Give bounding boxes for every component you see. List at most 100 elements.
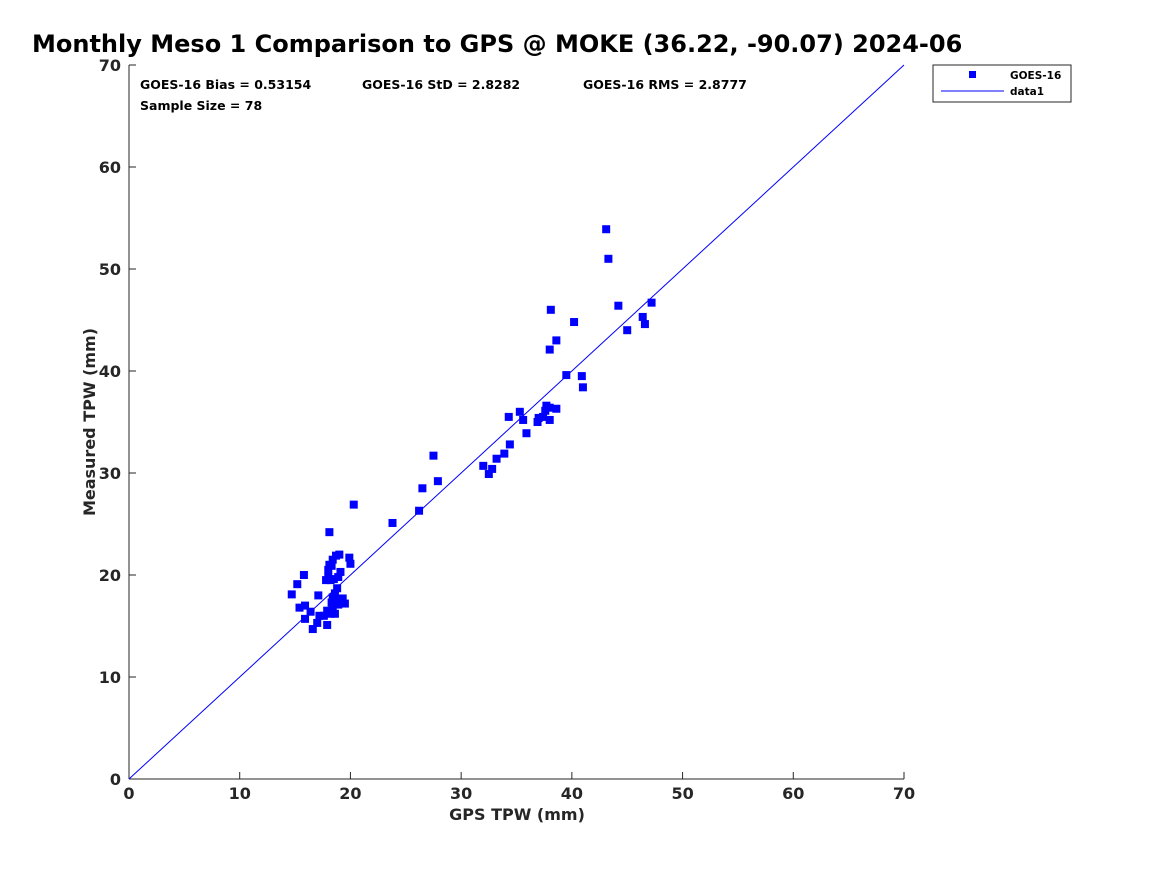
data-point	[327, 598, 336, 607]
data-point	[505, 440, 514, 449]
data-point	[479, 461, 488, 470]
data-point	[488, 464, 497, 473]
data-point	[614, 301, 623, 310]
y-tick-label: 60	[99, 158, 121, 177]
y-tick-label: 20	[99, 566, 121, 585]
data-point	[326, 609, 335, 618]
data-point	[330, 589, 339, 598]
data-point	[349, 500, 358, 509]
data-point	[504, 412, 513, 421]
data-point	[346, 559, 355, 568]
data-point	[328, 555, 337, 564]
data-point	[640, 320, 649, 329]
stat-sample-size: Sample Size = 78	[140, 98, 262, 113]
data-point	[295, 603, 304, 612]
legend-marker-goes16	[969, 71, 976, 78]
data-point	[333, 584, 342, 593]
data-point	[299, 571, 308, 579]
data-point	[293, 580, 302, 589]
data-point	[545, 403, 554, 412]
x-tick-label: 20	[339, 784, 361, 803]
data-point	[545, 345, 554, 354]
data-point	[546, 305, 555, 314]
stat-bias: GOES-16 Bias = 0.53154	[140, 77, 311, 92]
data-point	[519, 415, 528, 424]
data-point	[345, 553, 354, 562]
data-point	[315, 611, 324, 620]
data-point	[327, 561, 336, 570]
x-axis-label: GPS TPW (mm)	[449, 805, 585, 824]
y-tick-label: 0	[110, 770, 121, 789]
data-point	[578, 383, 587, 392]
legend-box	[932, 64, 1072, 103]
data-point	[415, 506, 424, 515]
x-tick-label: 70	[893, 784, 915, 803]
data-point	[533, 418, 542, 426]
data-point	[492, 454, 501, 463]
data-point	[552, 336, 561, 345]
y-tick-label: 50	[99, 260, 121, 279]
data-point	[388, 518, 397, 527]
data-point	[287, 590, 296, 599]
x-tick-label: 60	[782, 784, 804, 803]
chart-title: Monthly Meso 1 Comparison to GPS @ MOKE …	[32, 30, 962, 58]
data-point	[319, 611, 328, 620]
data-point	[623, 326, 632, 335]
data-point	[638, 312, 647, 321]
x-tick-label: 40	[561, 784, 583, 803]
x-tick-label: 10	[229, 784, 251, 803]
data-point	[334, 573, 343, 582]
data-point	[329, 575, 338, 584]
stat-std: GOES-16 StD = 2.8282	[362, 77, 520, 92]
data-point	[602, 225, 611, 234]
data-point	[330, 609, 339, 618]
plot-area: 0 10 20 30 40 50 60 70 0 10 20 30 40 50 60 70	[99, 56, 915, 803]
y-axis-label: Measured TPW (mm)	[80, 328, 99, 516]
data-point	[323, 620, 332, 629]
data-point	[534, 413, 543, 422]
data-point	[577, 372, 586, 381]
legend-label-goes16: GOES-16	[1010, 70, 1061, 82]
legend-label-data1: data1	[1010, 86, 1044, 98]
data-point	[539, 412, 548, 421]
x-tick-label: 50	[671, 784, 693, 803]
data-point	[647, 298, 656, 307]
data-point	[324, 565, 333, 574]
y-tick-label: 30	[99, 464, 121, 483]
data-point	[336, 567, 345, 576]
y-tick-label: 10	[99, 668, 121, 687]
data-point	[308, 625, 317, 634]
legend: GOES-16 data1	[932, 64, 1072, 103]
stat-rms: GOES-16 RMS = 2.8777	[583, 77, 747, 92]
data-point	[500, 449, 509, 458]
y-tick-label: 70	[99, 56, 121, 75]
data-point	[338, 594, 347, 603]
data-point	[301, 601, 310, 610]
data-point	[328, 603, 337, 612]
data-point	[340, 599, 349, 608]
data-point	[313, 618, 322, 627]
data-point	[306, 607, 315, 616]
x-tick-label: 30	[450, 784, 472, 803]
data-point	[541, 406, 550, 415]
data-point	[562, 371, 571, 380]
data-point	[604, 254, 613, 263]
data-point	[325, 528, 334, 537]
data-point	[328, 593, 337, 602]
data-point	[429, 451, 438, 460]
data-point	[301, 614, 310, 623]
x-tick-label: 0	[123, 784, 134, 803]
y-tick-label: 40	[99, 362, 121, 381]
data-point	[314, 591, 323, 600]
data-point	[570, 318, 579, 327]
data-point	[545, 415, 554, 424]
data-point	[484, 470, 493, 479]
series-line-data1	[128, 64, 905, 780]
data-point	[552, 404, 561, 413]
data-point	[522, 429, 531, 438]
data-point	[335, 550, 344, 559]
data-point	[515, 407, 524, 416]
data-point	[418, 484, 427, 493]
data-point	[433, 477, 442, 486]
